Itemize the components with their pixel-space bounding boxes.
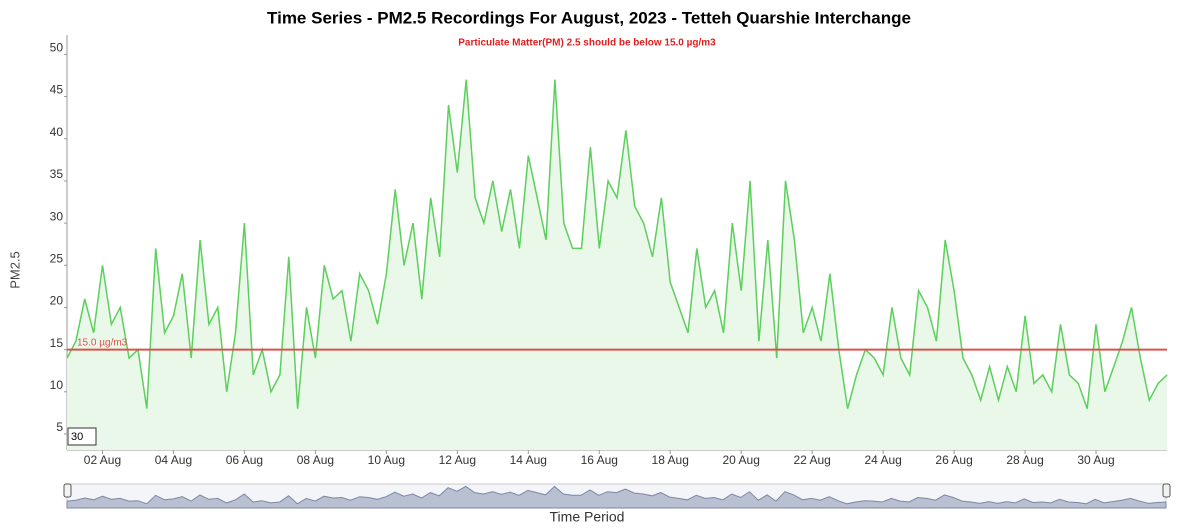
y-tick-label: 40 <box>50 125 64 139</box>
x-tick-label: 14 Aug <box>510 453 547 467</box>
x-tick-label: 22 Aug <box>793 453 830 467</box>
y-tick-label: 20 <box>50 294 64 308</box>
x-tick-label: 28 Aug <box>1006 453 1043 467</box>
line <box>66 79 1168 409</box>
y-tick-label: 50 <box>50 41 64 55</box>
navigator-handle[interactable] <box>1162 483 1171 498</box>
area <box>67 79 1167 450</box>
x-tick-label: 06 Aug <box>226 453 263 467</box>
x-tick-label: 26 Aug <box>935 453 972 467</box>
x-tick-label: 30 Aug <box>1077 453 1114 467</box>
chart-title: Time Series - PM2.5 Recordings For Augus… <box>267 8 911 27</box>
y-tick-label: 25 <box>50 251 64 265</box>
x-tick-label: 02 Aug <box>84 453 121 467</box>
x-tick-label: 24 Aug <box>864 453 901 467</box>
y-tick-label: 5 <box>56 420 63 434</box>
navigator-series <box>66 485 1167 509</box>
y-tick-label: 30 <box>50 209 64 223</box>
x-tick-label: 04 Aug <box>155 453 192 467</box>
x-axis-label: Time Period <box>550 509 625 525</box>
x-tick-label: 08 Aug <box>297 453 334 467</box>
y-tick-label: 45 <box>50 83 64 97</box>
chart-subtitle: Particulate Matter(PM) 2.5 should be bel… <box>458 38 716 49</box>
x-tick-label: 10 Aug <box>368 453 405 467</box>
zoom-input[interactable]: 30 <box>71 431 83 443</box>
zoom-input-box[interactable] <box>67 427 97 446</box>
x-tick-label: 18 Aug <box>652 453 689 467</box>
y-axis-label: PM2.5 <box>7 251 22 289</box>
y-tick-label: 35 <box>50 167 64 181</box>
threshold-label: 15.0 µg/m3 <box>77 337 128 348</box>
x-tick-label: 16 Aug <box>581 453 618 467</box>
x-tick-label: 20 Aug <box>723 453 760 467</box>
y-tick-label: 10 <box>50 378 64 392</box>
navigator-handle[interactable] <box>63 483 72 498</box>
y-tick-label: 15 <box>50 336 64 350</box>
x-tick-label: 12 Aug <box>439 453 476 467</box>
